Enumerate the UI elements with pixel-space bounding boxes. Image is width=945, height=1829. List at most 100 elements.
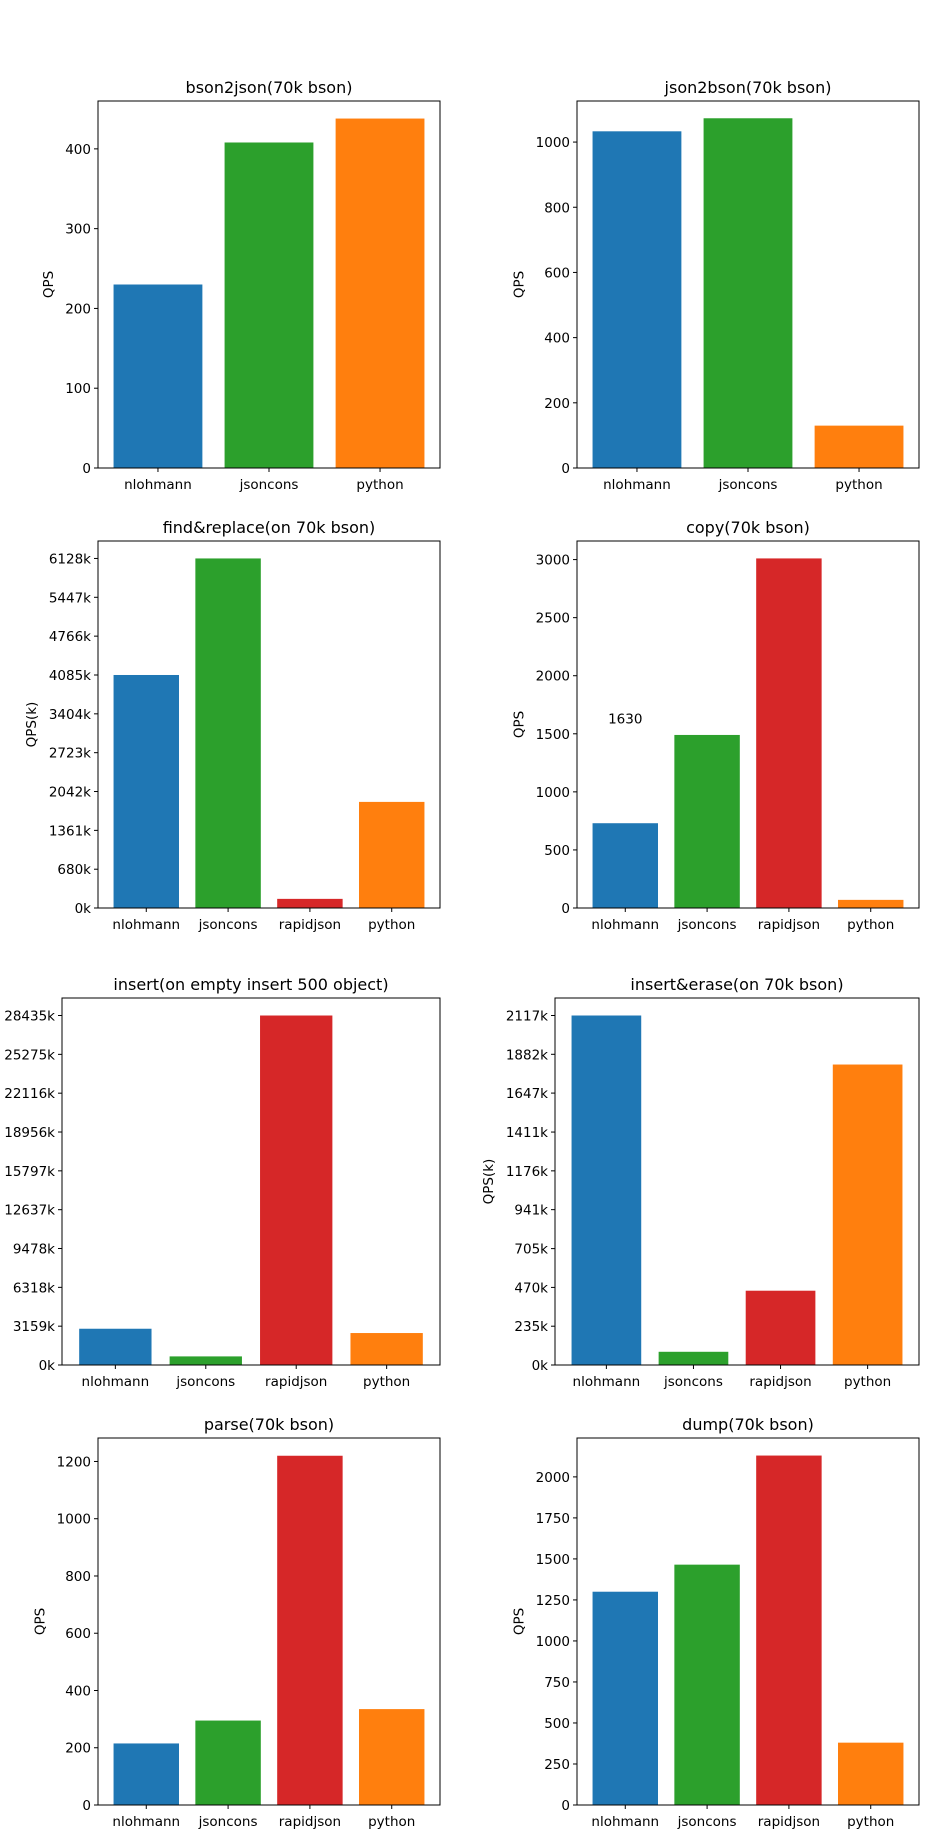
y-tick-label: 800 (544, 200, 570, 216)
y-tick-label: 2723k (49, 746, 91, 762)
x-tick-label: rapidjson (279, 1814, 341, 1829)
y-tick-label: 1200 (57, 1454, 91, 1470)
bar-nlohmann (592, 131, 682, 468)
bar-rapidjson (260, 1015, 333, 1365)
bar-nlohmann (113, 1743, 179, 1805)
x-tick-label: python (847, 917, 894, 933)
chart-panel-2: json2bson(70k bson) 0 200 400 600 800 1000 nloh… (512, 78, 920, 493)
bar-jsoncons (195, 1720, 261, 1805)
y-tick-label: 3404k (49, 707, 91, 723)
x-tick-label: jsoncons (198, 917, 258, 933)
bar-rapidjson (756, 1455, 822, 1805)
y-tick-label: 2000 (536, 1470, 570, 1486)
axes-frame (554, 997, 920, 1366)
bar-jsoncons (674, 734, 740, 908)
y-tick-label: 0 (561, 1798, 570, 1814)
y-tick-label: 9478k (13, 1242, 55, 1258)
x-tick-label: rapidjson (758, 1814, 820, 1829)
x-tick-label: rapidjson (265, 1374, 327, 1390)
y-tick-label: 100 (65, 381, 91, 397)
x-tick-label: jsoncons (198, 1814, 258, 1829)
y-tick-label: 25275k (4, 1047, 55, 1063)
y-tick-label: 28435k (4, 1009, 55, 1025)
y-axis-label: QPS (512, 271, 528, 298)
y-tick-label: 500 (544, 1716, 570, 1732)
bar-nlohmann (592, 1591, 658, 1805)
x-tick-label: jsoncons (677, 1814, 737, 1829)
y-tick-label: 600 (65, 1626, 91, 1642)
y-tick-label: 1500 (536, 1552, 570, 1568)
y-tick-label: 0 (561, 901, 570, 917)
y-tick-label: 200 (65, 1741, 91, 1757)
y-tick-label: 1411k (506, 1125, 548, 1141)
chart-panel-6: insert&erase(on 70k bson) 0k 235k 470k 705k 9… (481, 975, 920, 1390)
x-tick-label: python (363, 1374, 410, 1390)
y-tick-label: 600 (544, 265, 570, 281)
y-tick-label: 1000 (536, 785, 570, 801)
chart-title: find&replace(on 70k bson) (163, 518, 376, 537)
y-tick-label: 1250 (536, 1593, 570, 1609)
bar-jsoncons (169, 1356, 242, 1365)
y-tick-label: 4085k (49, 668, 91, 684)
x-tick-label: nlohmann (603, 477, 671, 493)
y-tick-label: 2500 (536, 611, 570, 627)
axes-frame (97, 540, 441, 909)
x-tick-label: jsoncons (718, 477, 778, 493)
y-tick-label: 1000 (536, 135, 570, 151)
bar-python (350, 1333, 423, 1365)
bar-python (814, 425, 904, 468)
y-tick-label: 800 (65, 1569, 91, 1585)
y-tick-label: 400 (544, 331, 570, 347)
y-tick-label: 3000 (536, 553, 570, 569)
bar-rapidjson (756, 558, 822, 908)
y-axis-label: QPS(k) (24, 702, 40, 748)
x-tick-label: nlohmann (573, 1374, 641, 1390)
y-tick-label: 6318k (13, 1280, 55, 1296)
x-tick-label: jsoncons (175, 1374, 235, 1390)
bar-nlohmann (571, 1015, 642, 1365)
y-tick-label: 200 (544, 396, 570, 412)
bar-jsoncons (195, 558, 261, 908)
bar-jsoncons (674, 1564, 740, 1805)
bar-nlohmann (113, 284, 203, 468)
y-tick-label: 4766k (49, 629, 91, 645)
y-tick-label: 2042k (49, 785, 91, 801)
y-tick-label: 2117k (506, 1008, 548, 1024)
y-tick-label: 500 (544, 843, 570, 859)
bar-python (359, 1709, 425, 1805)
x-tick-label: python (356, 477, 403, 493)
y-tick-label: 0 (82, 1798, 91, 1814)
y-axis-label: QPS (41, 271, 57, 298)
x-tick-label: python (847, 1814, 894, 1829)
y-tick-label: 235k (514, 1319, 548, 1335)
x-tick-label: nlohmann (591, 917, 659, 933)
axes-frame (576, 1437, 920, 1806)
y-tick-label: 250 (544, 1757, 570, 1773)
y-tick-label: 1750 (536, 1511, 570, 1527)
y-tick-label: 1000 (536, 1634, 570, 1650)
bar-nlohmann (113, 674, 179, 908)
chart-title: copy(70k bson) (686, 518, 810, 537)
y-tick-label: 0k (39, 1358, 56, 1374)
y-tick-label: 15797k (4, 1164, 55, 1180)
x-tick-label: jsoncons (663, 1374, 723, 1390)
chart-title: json2bson(70k bson) (664, 78, 832, 97)
bar-nlohmann (592, 823, 658, 908)
chart-panel-7: parse(70k bson) 0 200 400 600 800 1000 1200 nloh… (33, 1415, 441, 1829)
x-tick-label: nlohmann (82, 1374, 150, 1390)
x-tick-label: nlohmann (591, 1814, 659, 1829)
y-tick-label: 3159k (13, 1319, 55, 1335)
y-tick-label: 941k (514, 1203, 548, 1219)
annotation-label: 1630 (608, 712, 642, 728)
chart-panel-1: bson2json(70k bson) 0 100 200 300 400 nlohmann… (41, 78, 441, 493)
y-tick-label: 300 (65, 222, 91, 238)
y-tick-label: 470k (514, 1280, 548, 1296)
axes-frame (61, 997, 441, 1366)
x-tick-label: python (368, 917, 415, 933)
y-tick-label: 2000 (536, 669, 570, 685)
x-tick-label: nlohmann (112, 917, 180, 933)
bar-python (832, 1064, 903, 1365)
y-tick-label: 5447k (49, 590, 91, 606)
y-tick-label: 1176k (506, 1164, 548, 1180)
